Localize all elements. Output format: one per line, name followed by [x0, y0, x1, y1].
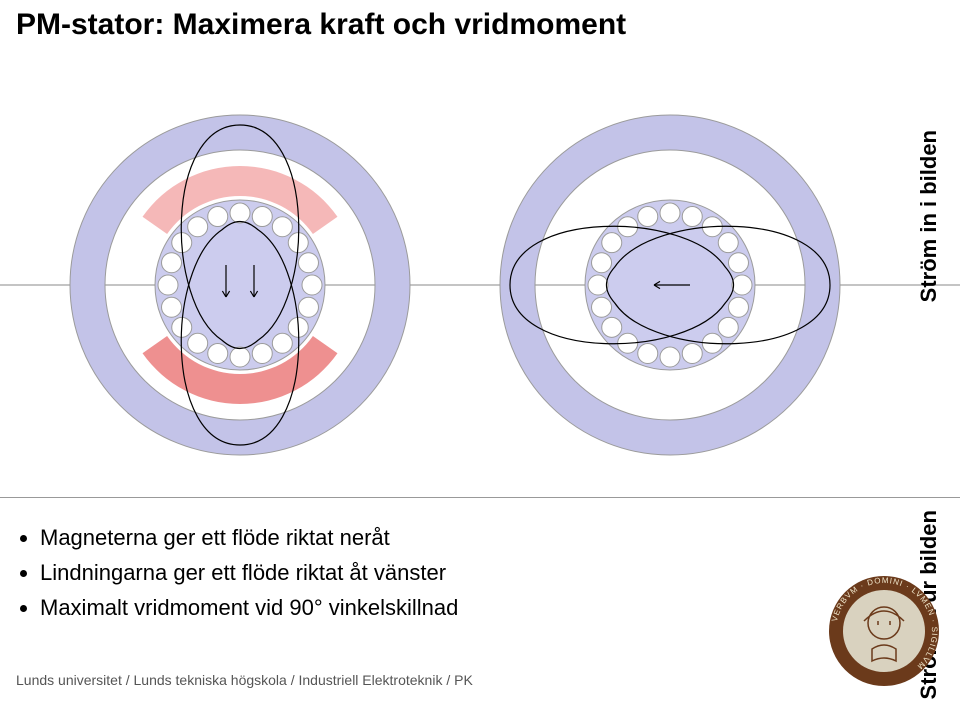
diagram-container: [0, 60, 960, 500]
bullet-item: Maximalt vridmoment vid 90° vinkelskilln…: [40, 590, 458, 625]
university-seal: VERBVM · DOMINI · LVMEN · SIGILLVM: [824, 571, 944, 696]
horizontal-divider: [0, 497, 960, 498]
footer-text: Lunds universitet / Lunds tekniska högsk…: [16, 672, 473, 688]
bullet-list: Magneterna ger ett flöde riktat neråt Li…: [16, 520, 458, 626]
stator-diagram-svg: [0, 60, 960, 510]
bullet-item: Lindningarna ger ett flöde riktat åt vän…: [40, 555, 458, 590]
page-title: PM-stator: Maximera kraft och vridmoment: [16, 8, 626, 42]
label-in: Ström in i bilden: [916, 130, 942, 302]
bullet-item: Magneterna ger ett flöde riktat neråt: [40, 520, 458, 555]
